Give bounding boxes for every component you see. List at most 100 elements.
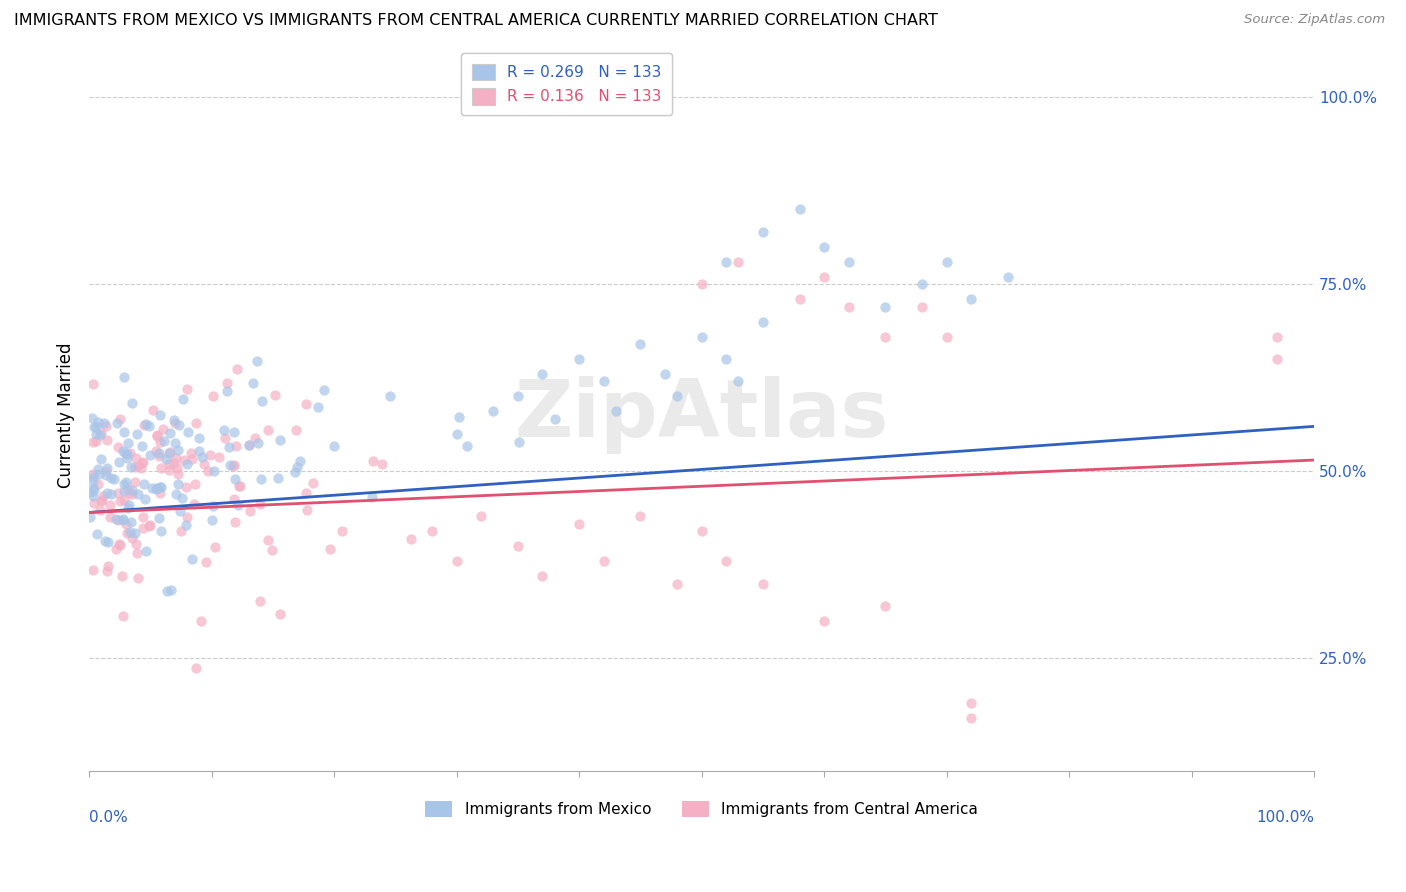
Point — [108, 455, 131, 469]
Point — [813, 614, 835, 628]
Point — [174, 480, 197, 494]
Point — [319, 542, 342, 557]
Point — [83, 496, 105, 510]
Point — [181, 551, 204, 566]
Point — [714, 254, 737, 268]
Point — [132, 476, 155, 491]
Point — [132, 418, 155, 433]
Point — [257, 423, 280, 437]
Point — [506, 389, 529, 403]
Point — [301, 475, 323, 490]
Point — [176, 457, 198, 471]
Point — [911, 277, 934, 292]
Point — [198, 448, 221, 462]
Point — [224, 515, 246, 529]
Point — [124, 526, 146, 541]
Point — [215, 384, 238, 399]
Point — [127, 487, 149, 501]
Point — [202, 499, 225, 513]
Point — [156, 584, 179, 599]
Point — [117, 482, 139, 496]
Text: 0.0%: 0.0% — [89, 810, 128, 825]
Point — [86, 527, 108, 541]
Point — [124, 475, 146, 490]
Point — [222, 425, 245, 439]
Point — [115, 475, 138, 489]
Point — [127, 570, 149, 584]
Point — [166, 461, 188, 475]
Point — [269, 607, 291, 621]
Point — [170, 524, 193, 538]
Point — [84, 427, 107, 442]
Point — [225, 439, 247, 453]
Point — [506, 539, 529, 553]
Point — [110, 493, 132, 508]
Point — [167, 442, 190, 457]
Point — [159, 445, 181, 459]
Point — [112, 476, 135, 491]
Point — [214, 431, 236, 445]
Point — [157, 446, 180, 460]
Point — [605, 404, 627, 418]
Point — [246, 353, 269, 368]
Point — [124, 460, 146, 475]
Point — [714, 351, 737, 366]
Point — [145, 482, 167, 496]
Point — [543, 412, 565, 426]
Text: ZipAtlas: ZipAtlas — [515, 376, 889, 454]
Point — [666, 576, 689, 591]
Point — [80, 410, 103, 425]
Point — [127, 458, 149, 473]
Point — [243, 431, 266, 445]
Point — [145, 481, 167, 495]
Point — [284, 465, 307, 479]
Point — [183, 477, 205, 491]
Point — [107, 416, 129, 430]
Point — [257, 533, 280, 547]
Point — [107, 486, 129, 500]
Point — [117, 436, 139, 450]
Point — [935, 329, 957, 343]
Point — [201, 513, 224, 527]
Point — [82, 474, 104, 488]
Point — [188, 443, 211, 458]
Point — [482, 404, 505, 418]
Point — [120, 460, 142, 475]
Point — [90, 451, 112, 466]
Point — [100, 487, 122, 501]
Point — [148, 449, 170, 463]
Point — [98, 510, 121, 524]
Point — [157, 463, 180, 477]
Point — [456, 440, 478, 454]
Point — [666, 389, 689, 403]
Point — [361, 490, 384, 504]
Point — [84, 434, 107, 448]
Point — [204, 541, 226, 555]
Point — [218, 440, 240, 454]
Point — [121, 483, 143, 498]
Point — [838, 300, 860, 314]
Point — [104, 541, 127, 556]
Point — [111, 444, 134, 458]
Point — [134, 492, 156, 507]
Point — [285, 460, 308, 475]
Point — [108, 538, 131, 552]
Point — [628, 337, 651, 351]
Point — [238, 438, 260, 452]
Point — [838, 254, 860, 268]
Point — [117, 500, 139, 515]
Point — [214, 423, 236, 437]
Point — [96, 433, 118, 447]
Point — [193, 457, 215, 471]
Point — [875, 300, 897, 314]
Point — [628, 509, 651, 524]
Point — [142, 403, 165, 417]
Point — [260, 543, 283, 558]
Text: Source: ZipAtlas.com: Source: ZipAtlas.com — [1244, 13, 1385, 27]
Point — [163, 456, 186, 470]
Point — [997, 269, 1019, 284]
Point — [531, 569, 554, 583]
Point — [288, 454, 311, 468]
Point — [165, 436, 187, 450]
Point — [312, 383, 335, 397]
